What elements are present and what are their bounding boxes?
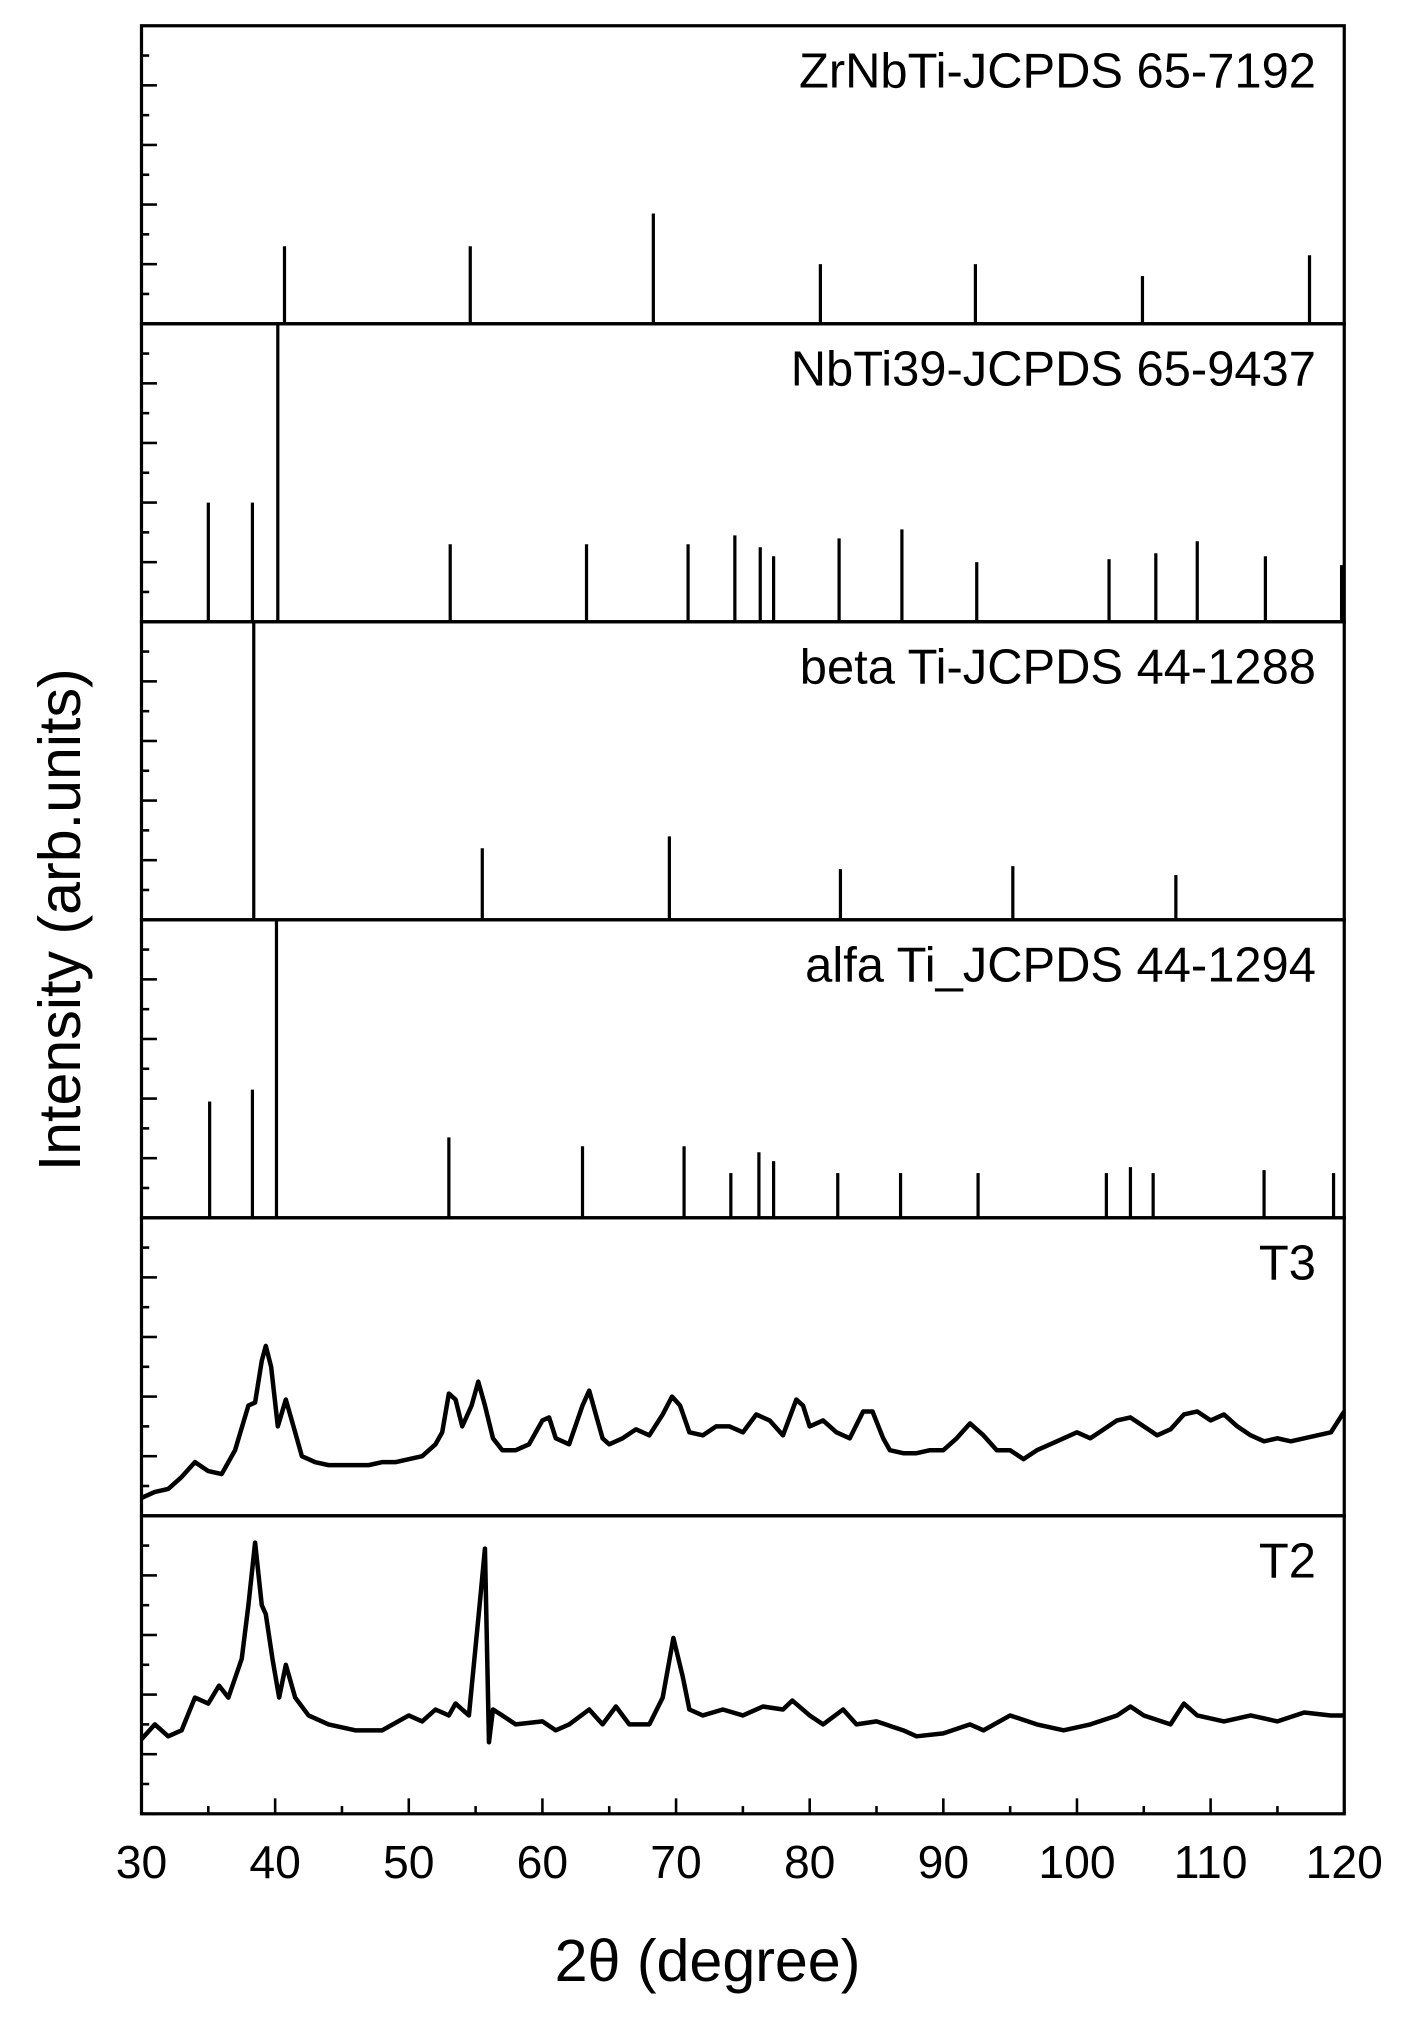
x-tick-label: 70 [650,1836,702,1888]
x-tick-label: 100 [1038,1836,1115,1888]
x-tick-label: 80 [784,1836,836,1888]
panel-label: ZrNbTi-JCPDS 65-7192 [799,44,1316,98]
x-axis-title: 2θ (degree) [555,1927,861,1994]
x-tick-label: 120 [1306,1836,1383,1888]
x-tick-label: 30 [116,1836,168,1888]
xrd-curve [139,1540,1345,1745]
x-tick-label: 110 [1174,1836,1248,1888]
panel-label: NbTi39-JCPDS 65-9437 [791,343,1316,397]
x-tick-label: 90 [918,1836,970,1888]
panel-label: T2 [1259,1535,1316,1589]
panel-label: beta Ti-JCPDS 44-1288 [800,641,1316,695]
x-tick-label: 40 [249,1836,301,1888]
y-axis-title: Intensity (arb.units) [26,668,93,1171]
xrd-curve [140,1343,1347,1500]
x-tick-label: 60 [517,1836,569,1888]
x-tick-label: 50 [383,1836,435,1888]
panel-label: T3 [1259,1237,1316,1291]
panel-label: alfa Ti_JCPDS 44-1294 [805,939,1316,993]
